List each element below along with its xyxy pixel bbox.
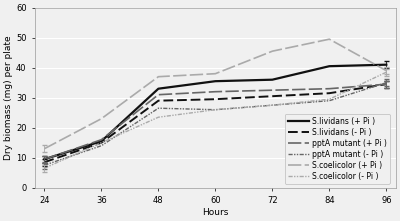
- Legend: S.lividans (+ Pi ), S.lividans (- Pi ), pptA mutant (+ Pi ), pptA mutant (- Pi ): S.lividans (+ Pi ), S.lividans (- Pi ), …: [284, 114, 390, 184]
- Y-axis label: Dry biomass (mg) per plate: Dry biomass (mg) per plate: [4, 35, 13, 160]
- X-axis label: Hours: Hours: [202, 208, 228, 217]
